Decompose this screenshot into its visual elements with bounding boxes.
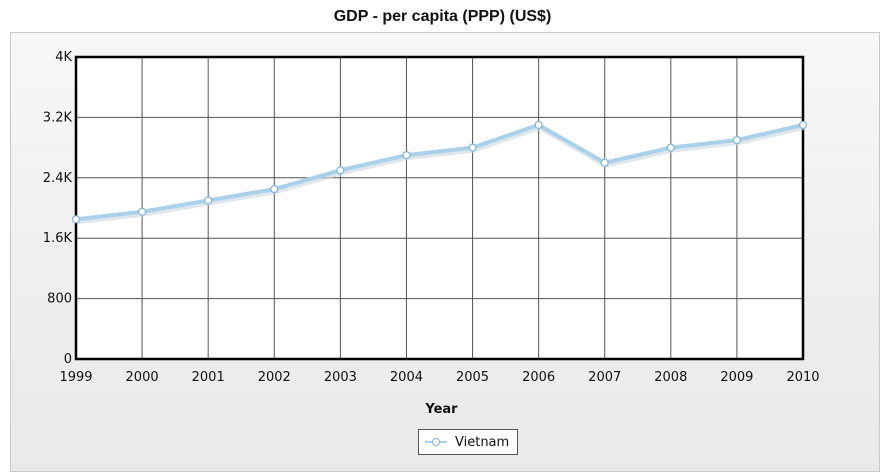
data-point[interactable] <box>204 196 213 205</box>
legend-line-marker-icon <box>425 437 447 447</box>
chart-legend[interactable]: Vietnam <box>418 429 519 455</box>
y-tick-label: 0 <box>64 352 72 367</box>
y-tick-label: 2.4K <box>43 171 73 186</box>
data-point[interactable] <box>666 143 675 152</box>
series-line-shadow <box>76 123 805 225</box>
chart-title: GDP - per capita (PPP) (US$) <box>333 8 552 25</box>
x-tick-label: 2010 <box>786 370 819 385</box>
series-line <box>75 122 804 222</box>
x-tick-label: 2004 <box>390 370 423 385</box>
data-point[interactable] <box>137 207 147 216</box>
x-tick-label: 2006 <box>522 370 555 385</box>
data-point[interactable] <box>336 166 345 175</box>
x-tick-label: 2008 <box>654 370 687 385</box>
x-tick-label: 2009 <box>720 370 753 385</box>
data-point[interactable] <box>270 185 279 194</box>
x-axis-title: Year <box>424 402 458 417</box>
y-tick-label: 3.2K <box>43 110 73 125</box>
x-tick-label: 2007 <box>588 370 621 385</box>
legend-label: Vietnam <box>455 434 510 450</box>
x-tick-label: 2001 <box>192 370 225 385</box>
data-point[interactable] <box>798 120 808 130</box>
y-tick-label: 4K <box>55 50 72 65</box>
x-tick-label: 2005 <box>456 370 489 385</box>
plot-area <box>76 57 803 359</box>
x-tick-label: 1999 <box>59 370 92 385</box>
plot-border <box>74 55 805 361</box>
data-point[interactable] <box>468 143 477 152</box>
y-tick-label: 800 <box>47 292 72 307</box>
data-point[interactable] <box>600 158 609 167</box>
data-point[interactable] <box>732 135 742 145</box>
data-point[interactable] <box>534 120 543 130</box>
x-tick-label: 2003 <box>324 370 357 385</box>
data-point[interactable] <box>71 215 81 224</box>
x-tick-label: 2002 <box>258 370 291 385</box>
x-tick-label: 2000 <box>126 370 159 385</box>
y-tick-label: 1.6K <box>43 231 73 246</box>
data-point[interactable] <box>402 151 411 160</box>
